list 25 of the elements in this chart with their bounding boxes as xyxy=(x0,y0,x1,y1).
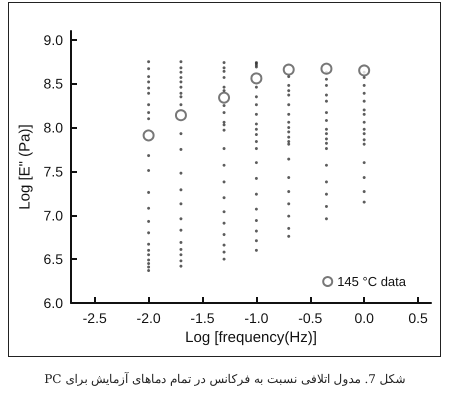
y-tick-label: 7.5 xyxy=(44,163,64,180)
y-tick-label: 8.5 xyxy=(44,76,64,92)
y-tick-label: 6.5 xyxy=(44,251,64,268)
x-tick-label: -2.5 xyxy=(82,310,107,326)
y-tick-label: 9.0 xyxy=(44,32,64,48)
x-tick-label: -1.5 xyxy=(190,310,215,326)
point xyxy=(282,64,295,76)
y-tick-label: 6.0 xyxy=(44,295,64,311)
point xyxy=(142,129,155,142)
point xyxy=(218,92,230,104)
x-tick-label: 0.5 xyxy=(408,310,428,326)
x-tick-label: -0.5 xyxy=(298,310,323,326)
point xyxy=(320,62,332,75)
y-tick-label: 7.0 xyxy=(44,207,64,224)
y-axis-title: Log [E" (Pa)] xyxy=(16,124,34,210)
x-tick-label: -1.0 xyxy=(244,310,269,326)
x-axis-title: Log [frequency(Hz)] xyxy=(185,328,317,346)
x-tick-label: 0.0 xyxy=(354,310,374,326)
y-tick-label: 8.0 xyxy=(44,120,64,136)
legend-label: 145 °C data xyxy=(337,274,407,289)
point xyxy=(250,72,262,84)
x-tick-label: -2.0 xyxy=(136,310,161,326)
text: شکل 7. مدول اتلافی نسبت به فرکانس در تمام دماهای آزمایش برای PC xyxy=(43,372,407,386)
point xyxy=(174,109,187,122)
point xyxy=(358,64,370,76)
